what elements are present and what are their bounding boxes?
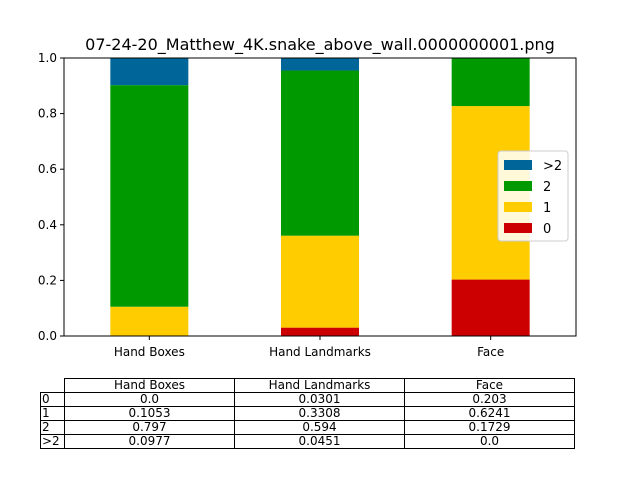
table-column-header: Hand Landmarks bbox=[234, 378, 405, 393]
data-table: Hand Boxes Hand Landmarks Face 0 0.0 0.0301 0.… bbox=[40, 378, 575, 449]
legend-label: 1 bbox=[543, 201, 551, 216]
bar-segment bbox=[451, 279, 530, 336]
x-tick-label: Face bbox=[477, 345, 504, 359]
bar-segment bbox=[281, 58, 359, 71]
legend-swatch bbox=[504, 223, 532, 233]
table-row-header: 0 bbox=[40, 392, 65, 407]
bar-segment bbox=[110, 85, 189, 307]
bar-segment bbox=[281, 70, 359, 236]
table-cell: 0.594 bbox=[234, 420, 405, 435]
x-tick-label: Hand Landmarks bbox=[269, 345, 371, 359]
bar-segment bbox=[110, 58, 189, 86]
y-tick-label: 0.0 bbox=[38, 329, 57, 343]
table-cell: 0.797 bbox=[64, 420, 235, 435]
table-corner bbox=[40, 378, 65, 393]
legend-swatch bbox=[504, 202, 532, 212]
table-column-header: Hand Boxes bbox=[64, 378, 235, 393]
table-cell: 0.0 bbox=[64, 392, 235, 407]
legend-label: 2 bbox=[543, 180, 551, 195]
table-row-header: >2 bbox=[40, 434, 65, 449]
table-cell: 0.203 bbox=[404, 392, 575, 407]
table-cell: 0.3308 bbox=[234, 406, 405, 421]
bar-segment bbox=[110, 306, 189, 336]
table-column-header: Face bbox=[404, 378, 575, 393]
table-cell: 0.0451 bbox=[234, 434, 405, 449]
table-cell: 0.1729 bbox=[404, 420, 575, 435]
bar-segment bbox=[281, 327, 359, 336]
y-tick-label: 0.2 bbox=[38, 273, 57, 287]
table-row: 0 0.0 0.0301 0.203 bbox=[40, 392, 575, 407]
legend: >2 2 1 0 bbox=[497, 150, 569, 242]
bar-segment bbox=[281, 235, 359, 328]
y-tick-label: 1.0 bbox=[38, 51, 57, 65]
y-tick-label: 0.6 bbox=[38, 162, 57, 176]
table-cell: 0.0301 bbox=[234, 392, 405, 407]
y-tick-label: 0.8 bbox=[38, 107, 57, 121]
table-row-header: 2 bbox=[40, 420, 65, 435]
bar-segment bbox=[451, 58, 530, 107]
x-tick-label: Hand Boxes bbox=[114, 345, 185, 359]
chart-title: 07-24-20_Matthew_4K.snake_above_wall.000… bbox=[85, 35, 555, 55]
table-row-header: 1 bbox=[40, 406, 65, 421]
table-cell: 0.6241 bbox=[404, 406, 575, 421]
table-cell: 0.0 bbox=[404, 434, 575, 449]
table-row: 2 0.797 0.594 0.1729 bbox=[40, 420, 575, 435]
table-row: >2 0.0977 0.0451 0.0 bbox=[40, 434, 575, 449]
legend-frame bbox=[497, 150, 569, 242]
table-cell: 0.1053 bbox=[64, 406, 235, 421]
legend-label: >2 bbox=[543, 159, 562, 174]
legend-swatch bbox=[504, 160, 532, 170]
table-row: 1 0.1053 0.3308 0.6241 bbox=[40, 406, 575, 421]
y-tick-label: 0.4 bbox=[38, 218, 57, 232]
legend-swatch bbox=[504, 181, 532, 191]
legend-label: 0 bbox=[543, 222, 551, 237]
table-cell: 0.0977 bbox=[64, 434, 235, 449]
